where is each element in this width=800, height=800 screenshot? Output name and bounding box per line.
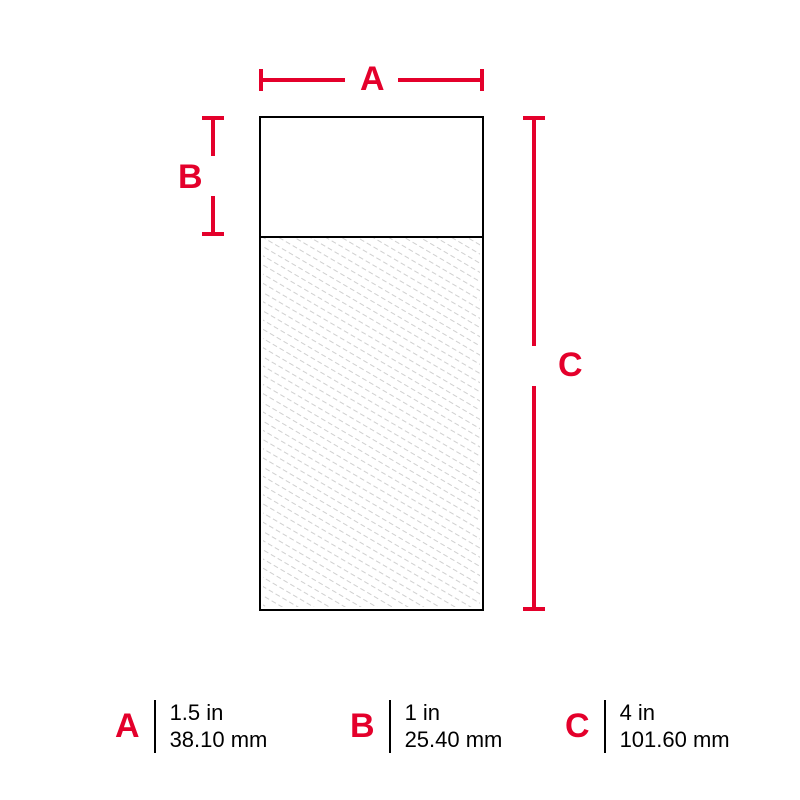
dim-b-bar — [211, 116, 215, 156]
dim-c-cap-top — [523, 116, 545, 120]
legend-item-a: A 1.5 in 38.10 mm — [115, 700, 267, 753]
diagram-stage: A B C A 1.5 in 38 — [0, 0, 800, 800]
dim-b-letter: B — [178, 160, 203, 194]
dim-c-letter: C — [558, 348, 583, 382]
dim-c-bar — [532, 116, 536, 346]
legend-b-imperial: 1 in — [405, 700, 503, 725]
legend-c-letter: C — [565, 709, 590, 743]
legend-c-imperial: 4 in — [620, 700, 730, 725]
dim-a-cap-left — [259, 69, 263, 91]
legend-a-letter: A — [115, 709, 140, 743]
legend-divider — [389, 700, 391, 753]
legend-divider — [604, 700, 606, 753]
dim-c-bar — [532, 386, 536, 611]
legend-divider — [154, 700, 156, 753]
dim-a-letter: A — [360, 62, 385, 96]
legend-b-metric: 25.40 mm — [405, 727, 503, 752]
legend-a-metric: 38.10 mm — [170, 727, 268, 752]
legend-b-letter: B — [350, 709, 375, 743]
dim-a-bar — [259, 78, 345, 82]
product-hatch — [263, 238, 480, 607]
legend-a-imperial: 1.5 in — [170, 700, 268, 725]
dim-b-cap-top — [202, 116, 224, 120]
legend-item-b: B 1 in 25.40 mm — [350, 700, 502, 753]
product-outline — [259, 116, 484, 611]
legend-c-metric: 101.60 mm — [620, 727, 730, 752]
dim-c-cap-bottom — [523, 607, 545, 611]
dim-b-cap-bottom — [202, 232, 224, 236]
dim-a-cap-right — [480, 69, 484, 91]
dim-b-bar — [211, 196, 215, 236]
legend-item-c: C 4 in 101.60 mm — [565, 700, 730, 753]
dim-a-bar — [398, 78, 484, 82]
